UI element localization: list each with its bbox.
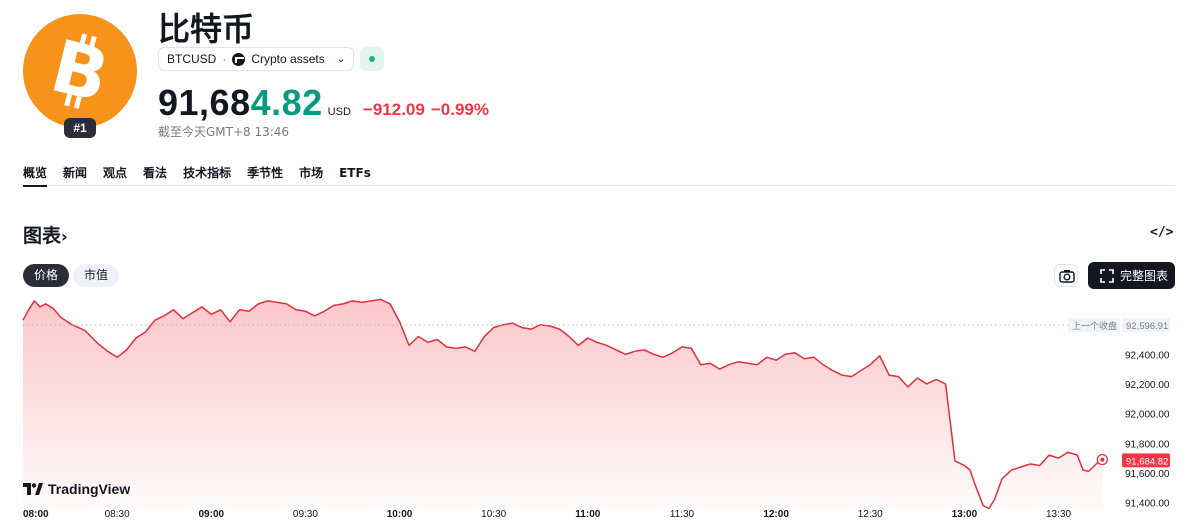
chart-section-title-text: 图表 — [23, 225, 62, 247]
price-chart-svg: 上一个收盘 92,596.91 92,400.00 92,200.00 92,000.0… — [22, 298, 1170, 520]
embed-code-icon[interactable]: </> — [1150, 225, 1174, 240]
tab-seasonals[interactable]: 季节性 — [247, 166, 284, 180]
rank-badge: #1 — [64, 118, 96, 138]
snapshot-button[interactable] — [1054, 264, 1078, 287]
x-tick-label: 11:00 — [575, 509, 600, 520]
last-price-part-1: 91,68 — [158, 82, 251, 123]
tab-opinions[interactable]: 看法 — [143, 166, 168, 180]
tab-markets[interactable]: 市场 — [299, 166, 324, 180]
chevron-down-icon: ⌄ — [336, 53, 346, 65]
toggle-price[interactable]: 价格 — [23, 264, 70, 287]
last-price-label: 91,684.82 — [1126, 456, 1168, 467]
x-tick-label: 13:00 — [952, 509, 978, 520]
price-timestamp: 截至今天GMT+8 13:46 — [158, 125, 290, 139]
prev-close-value-bg — [1122, 318, 1170, 333]
category-label: Crypto assets — [251, 52, 325, 66]
last-price-dot — [1100, 457, 1105, 462]
separator-dot: · — [222, 52, 227, 66]
x-tick-label: 12:00 — [763, 509, 789, 520]
tradingview-brand[interactable]: TradingView — [23, 481, 130, 497]
y-tick-label: 91,600.00 — [1125, 469, 1170, 480]
last-price-part-2: 4.82 — [250, 82, 323, 123]
fullscreen-icon — [1100, 268, 1114, 283]
x-tick-label: 13:30 — [1046, 509, 1071, 520]
x-tick-label: 09:30 — [293, 509, 318, 520]
y-tick-label: 92,200.00 — [1125, 380, 1170, 391]
currency-label: USD — [327, 106, 351, 118]
symbol-label: BTCUSD — [167, 52, 217, 66]
tab-news[interactable]: 新闻 — [63, 166, 88, 180]
tradingview-mini-icon — [232, 52, 246, 66]
tab-technicals[interactable]: 技术指标 — [183, 166, 232, 180]
chevron-right-icon: › — [61, 227, 68, 246]
prev-close-value: 92,596.91 — [1126, 321, 1168, 332]
prev-close-label-bg — [1068, 318, 1120, 333]
x-tick-label: 09:00 — [198, 509, 224, 520]
x-tick-label: 10:30 — [481, 509, 506, 520]
last-price-label-bg — [1122, 453, 1170, 468]
camera-icon — [1059, 270, 1075, 283]
market-status-badge[interactable] — [360, 47, 385, 71]
price-area-fill — [23, 299, 1103, 510]
tab-overview[interactable]: 概览 — [23, 160, 48, 187]
toggle-market-cap[interactable]: 市值 — [73, 264, 120, 287]
y-tick-label: 92,400.00 — [1125, 350, 1170, 361]
y-tick-label: 92,000.00 — [1125, 410, 1170, 421]
tab-bar: 概览 新闻 观点 看法 技术指标 季节性 市场 ETFs — [23, 160, 1175, 187]
prev-close-label: 上一个收盘 — [1072, 320, 1117, 332]
x-tick-label: 11:30 — [670, 509, 695, 520]
status-dot-icon — [369, 56, 376, 62]
price-line — [22, 298, 1103, 510]
y-tick-label: 91,400.00 — [1125, 499, 1170, 510]
tab-ideas[interactable]: 观点 — [103, 166, 128, 180]
bitcoin-logo-icon: B — [23, 14, 137, 128]
full-chart-label: 完整图表 — [1120, 269, 1169, 283]
chart-section-title[interactable]: 图表› — [23, 221, 68, 248]
price-row: 91,684.82 USD −912.09 −0.99% — [158, 82, 495, 124]
x-tick-label: 08:00 — [23, 509, 49, 520]
svg-text:B: B — [43, 24, 117, 119]
price-chart[interactable]: 上一个收盘 92,596.91 92,400.00 92,200.00 92,000.0… — [0, 295, 1200, 525]
symbol-chip[interactable]: BTCUSD · Crypto assets ⌄ — [158, 47, 355, 71]
last-price: 91,684.82 — [158, 82, 323, 124]
x-tick-label: 12:30 — [858, 509, 883, 520]
tradingview-brand-label: TradingView — [48, 481, 131, 497]
x-tick-label: 10:00 — [387, 509, 413, 520]
page-title: 比特币 — [158, 10, 255, 48]
symbol-chip-row: BTCUSD · Crypto assets ⌄ — [158, 47, 385, 71]
price-change-pct: −0.99% — [430, 100, 489, 119]
price-change-abs: −912.09 — [362, 100, 425, 119]
full-chart-button[interactable]: 完整图表 — [1088, 262, 1175, 289]
tradingview-logo-icon — [23, 483, 43, 495]
chart-mode-toggle: 价格 市值 — [23, 264, 120, 287]
y-tick-label: 91,800.00 — [1125, 439, 1170, 450]
tab-etfs[interactable]: ETFs — [339, 166, 371, 180]
x-tick-label: 08:30 — [105, 509, 130, 520]
